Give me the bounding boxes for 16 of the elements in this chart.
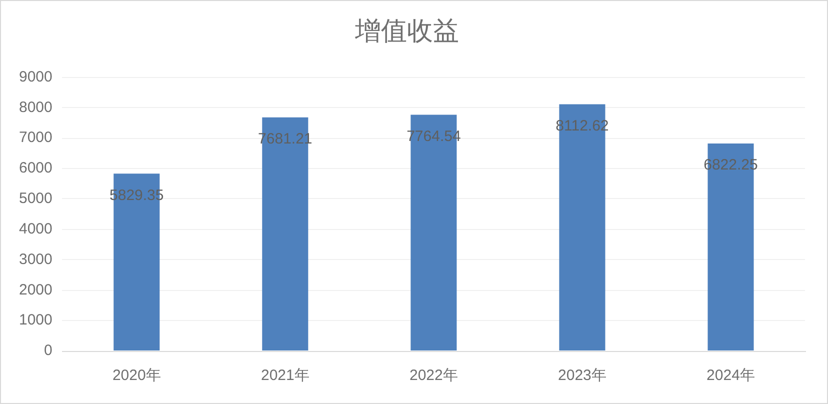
y-tick-label: 8000: [18, 98, 52, 116]
y-tick-label: 9000: [18, 68, 52, 86]
y-tick-label: 3000: [18, 250, 52, 268]
y-tick-label: 0: [44, 342, 52, 360]
y-tick-label: 5000: [18, 190, 52, 208]
y-tick-label: 6000: [18, 160, 52, 177]
y-tick-label: 7000: [18, 129, 52, 146]
y-tick-label: 1000: [18, 312, 52, 329]
x-tick-label: 2022年: [409, 367, 458, 384]
y-tick-label: 4000: [18, 220, 52, 238]
chart-title: 增值收益: [354, 16, 459, 46]
x-tick-label: 2024年: [706, 367, 755, 384]
y-tick-label: 2000: [18, 281, 52, 298]
x-tick-label: 2020年: [112, 367, 161, 384]
x-tick-label: 2021年: [260, 367, 310, 384]
x-tick-label: 2023年: [558, 367, 606, 384]
